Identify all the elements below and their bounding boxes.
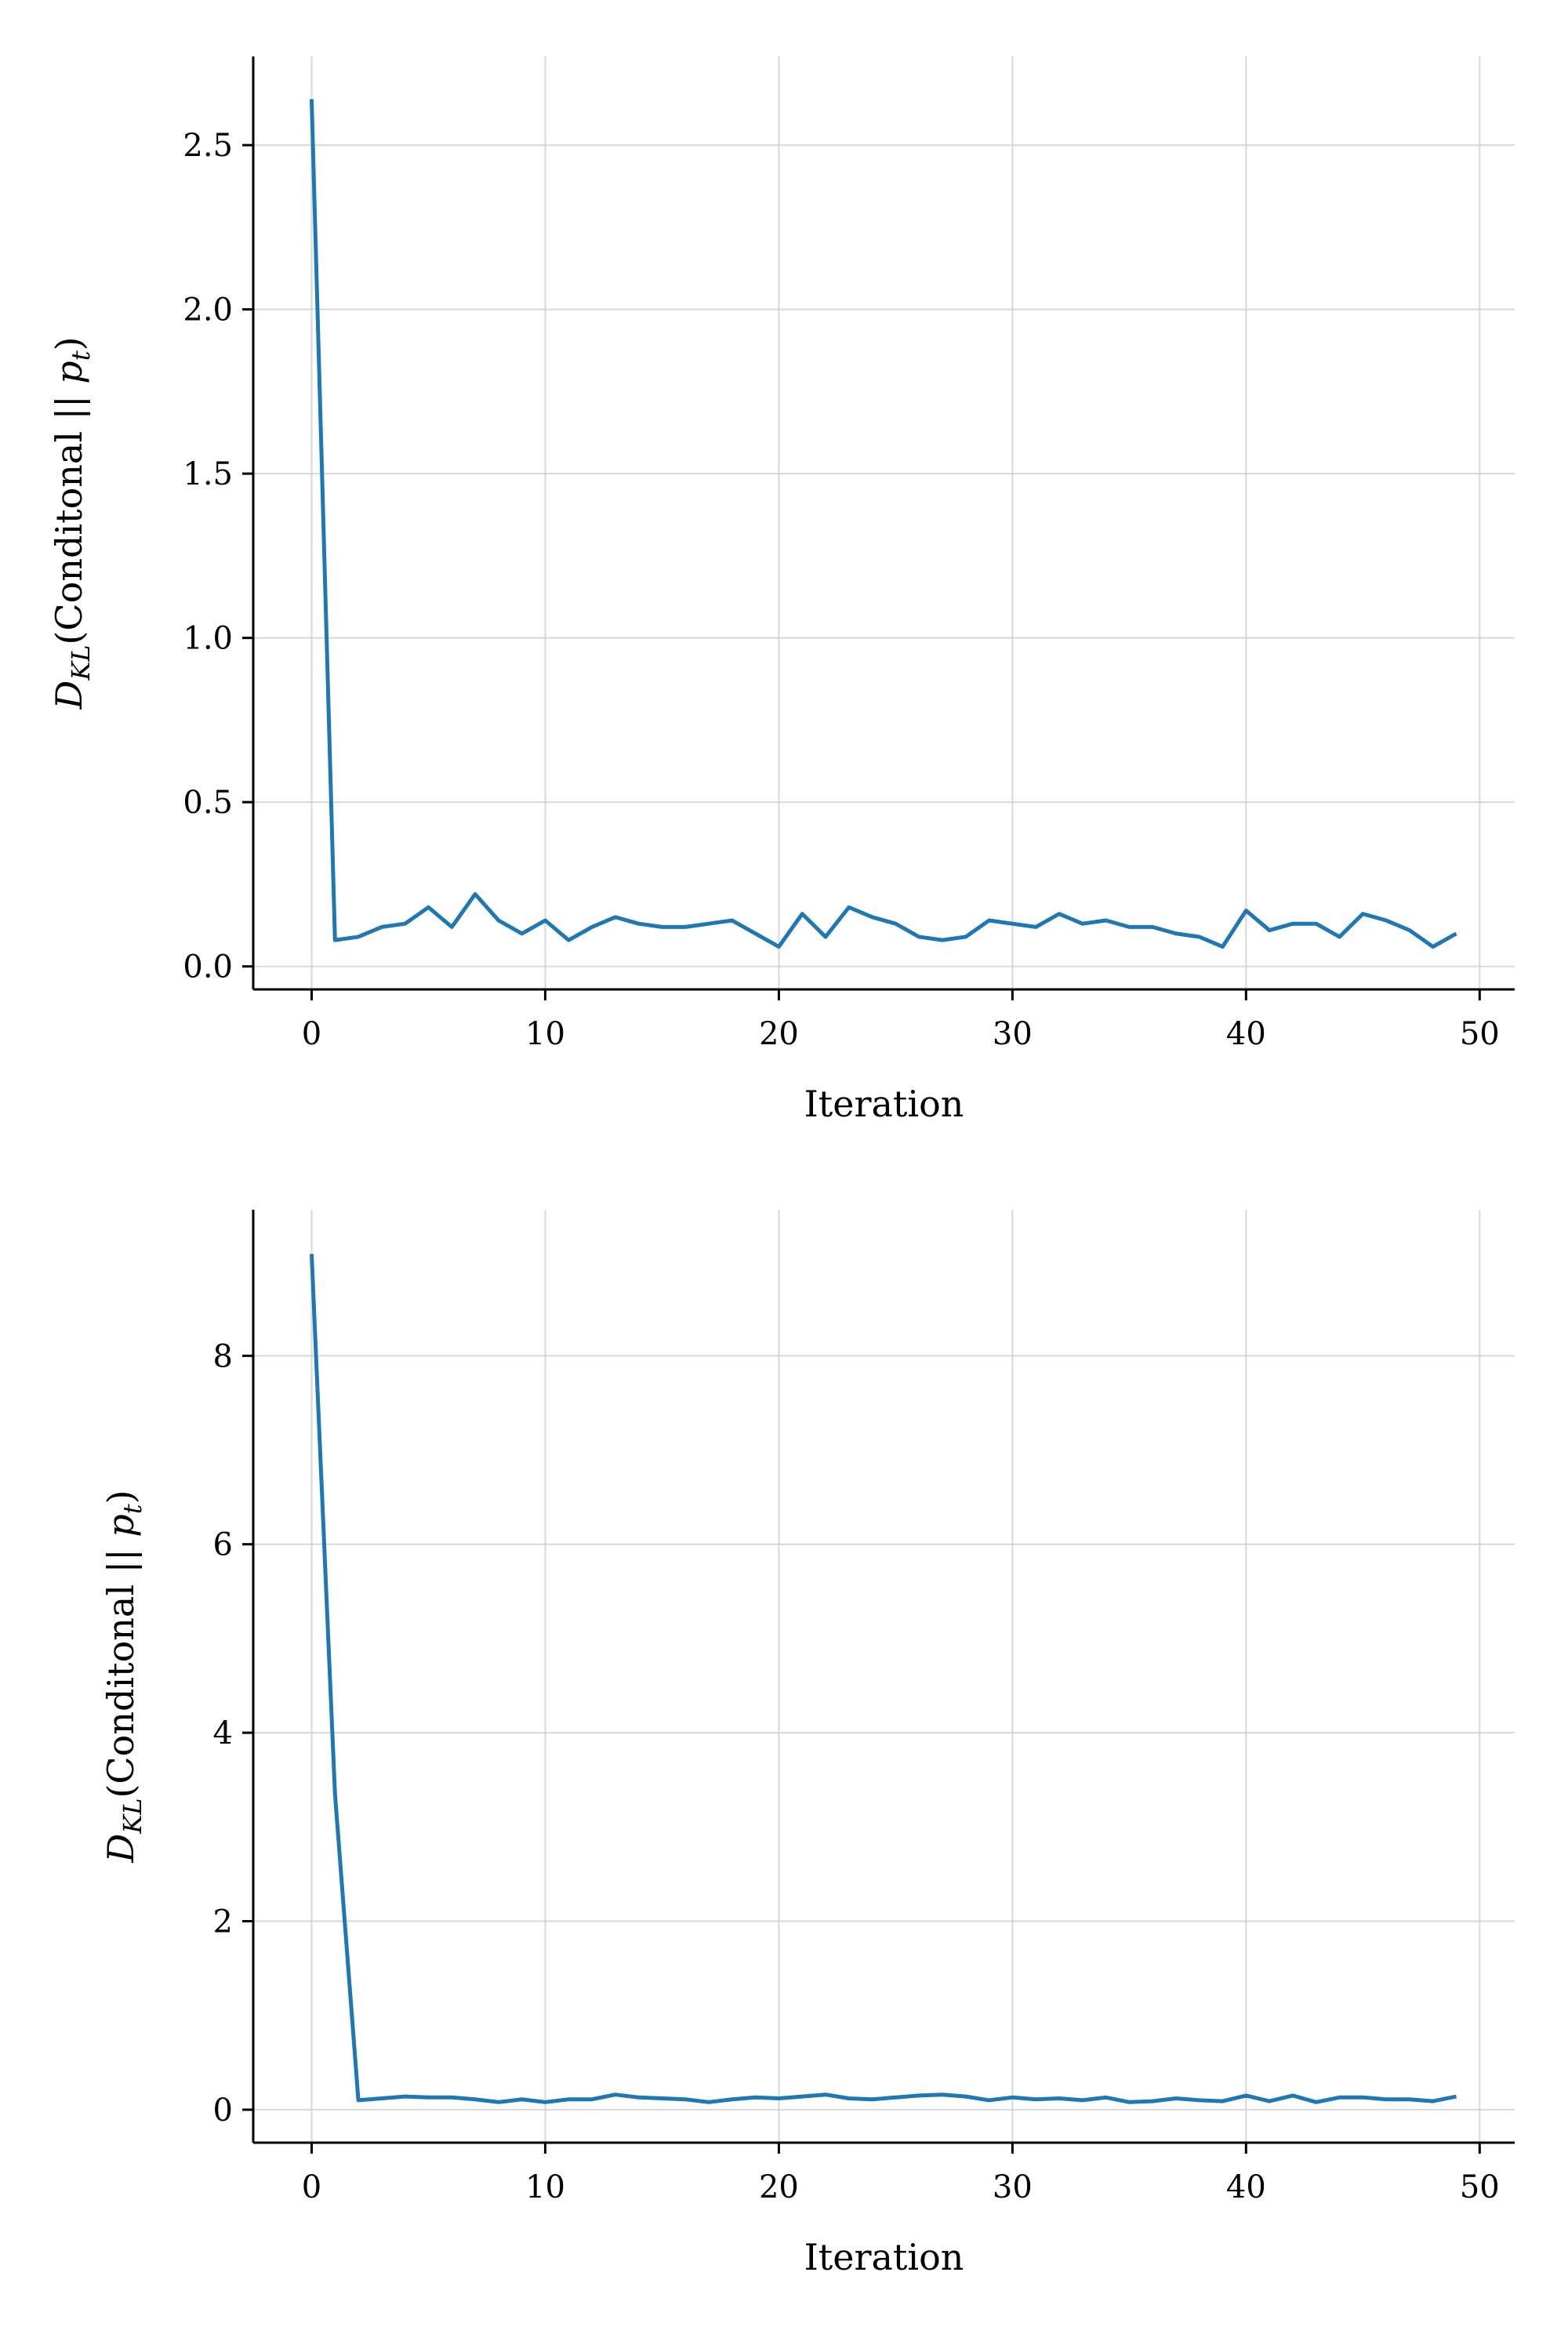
bottom-y-tick-label-0: 0 xyxy=(213,2092,233,2129)
bottom-y-axis-label-part-0: D xyxy=(100,1834,142,1864)
top-y-axis-label: DKL(Conditonal || pt) xyxy=(48,336,96,710)
top-y-axis-label-part-3: p xyxy=(48,361,90,383)
bottom-x-tick-label-4: 40 xyxy=(1226,2169,1266,2205)
top-x-tick-label-0: 0 xyxy=(302,1016,321,1052)
top-y-tick-label-2: 1.0 xyxy=(183,621,233,657)
bottom-y-axis-label-part-4: t xyxy=(118,1504,147,1514)
top-y-tick-label-5: 2.5 xyxy=(183,128,233,164)
top-y-axis-label-part-0: D xyxy=(48,681,90,710)
bottom-y-axis-label: DKL(Conditonal || pt) xyxy=(100,1490,147,1863)
bottom-x-tick-label-2: 20 xyxy=(759,2169,799,2205)
top-x-tick-label-5: 50 xyxy=(1460,1016,1500,1052)
top-series-line-0 xyxy=(309,99,1457,949)
bottom-x-tick-label-0: 0 xyxy=(302,2169,321,2205)
top-y-axis-label-part-5: ) xyxy=(48,336,90,350)
bottom-y-tick-label-4: 8 xyxy=(213,1338,233,1374)
top-x-tick-label-4: 40 xyxy=(1226,1016,1266,1052)
top-y-tick-label-3: 1.5 xyxy=(183,456,233,492)
bottom-grid xyxy=(253,1210,1515,2143)
chart-panel-bottom: 0 10 20 30 40 50 0 2 4 6 8 Iteration DKL(Conditonal … xyxy=(100,1210,1515,2278)
chart-panel-top: 0 10 20 30 40 50 0.0 0.5 1.0 1.5 2.0 2.5 Iteration DK… xyxy=(48,56,1515,1125)
bottom-y-tick-label-1: 2 xyxy=(213,1904,233,1940)
bottom-y-axis-label-part-2: (Conditonal || xyxy=(100,1537,142,1798)
bottom-y-axis-label-part-3: p xyxy=(100,1514,142,1537)
top-y-tick-label-4: 2.0 xyxy=(183,292,233,328)
top-y-axis-label-part-4: t xyxy=(66,350,96,361)
top-y-axis-label-part-1: KL xyxy=(66,645,96,681)
bottom-y-tick-label-3: 6 xyxy=(213,1527,233,1563)
top-x-tick-label-3: 30 xyxy=(993,1016,1033,1052)
bottom-x-axis-label: Iteration xyxy=(804,2236,964,2278)
top-x-axis-label: Iteration xyxy=(804,1083,964,1125)
bottom-series-line-0 xyxy=(309,1254,1457,2104)
bottom-x-tick-label-5: 50 xyxy=(1460,2169,1500,2205)
bottom-y-axis-label-part-1: KL xyxy=(118,1798,147,1835)
bottom-x-tick-label-3: 30 xyxy=(993,2169,1033,2205)
top-y-tick-label-0: 0.0 xyxy=(183,949,233,985)
top-y-axis-label-part-2: (Conditonal || xyxy=(48,384,90,645)
bottom-y-tick-label-2: 4 xyxy=(213,1715,233,1751)
top-y-tick-label-1: 0.5 xyxy=(183,785,233,821)
bottom-y-axis-label-part-5: ) xyxy=(100,1490,142,1504)
top-grid xyxy=(253,56,1515,989)
bottom-x-tick-label-1: 10 xyxy=(525,2169,565,2205)
top-x-tick-label-1: 10 xyxy=(525,1016,565,1052)
top-x-tick-label-2: 20 xyxy=(759,1016,799,1052)
